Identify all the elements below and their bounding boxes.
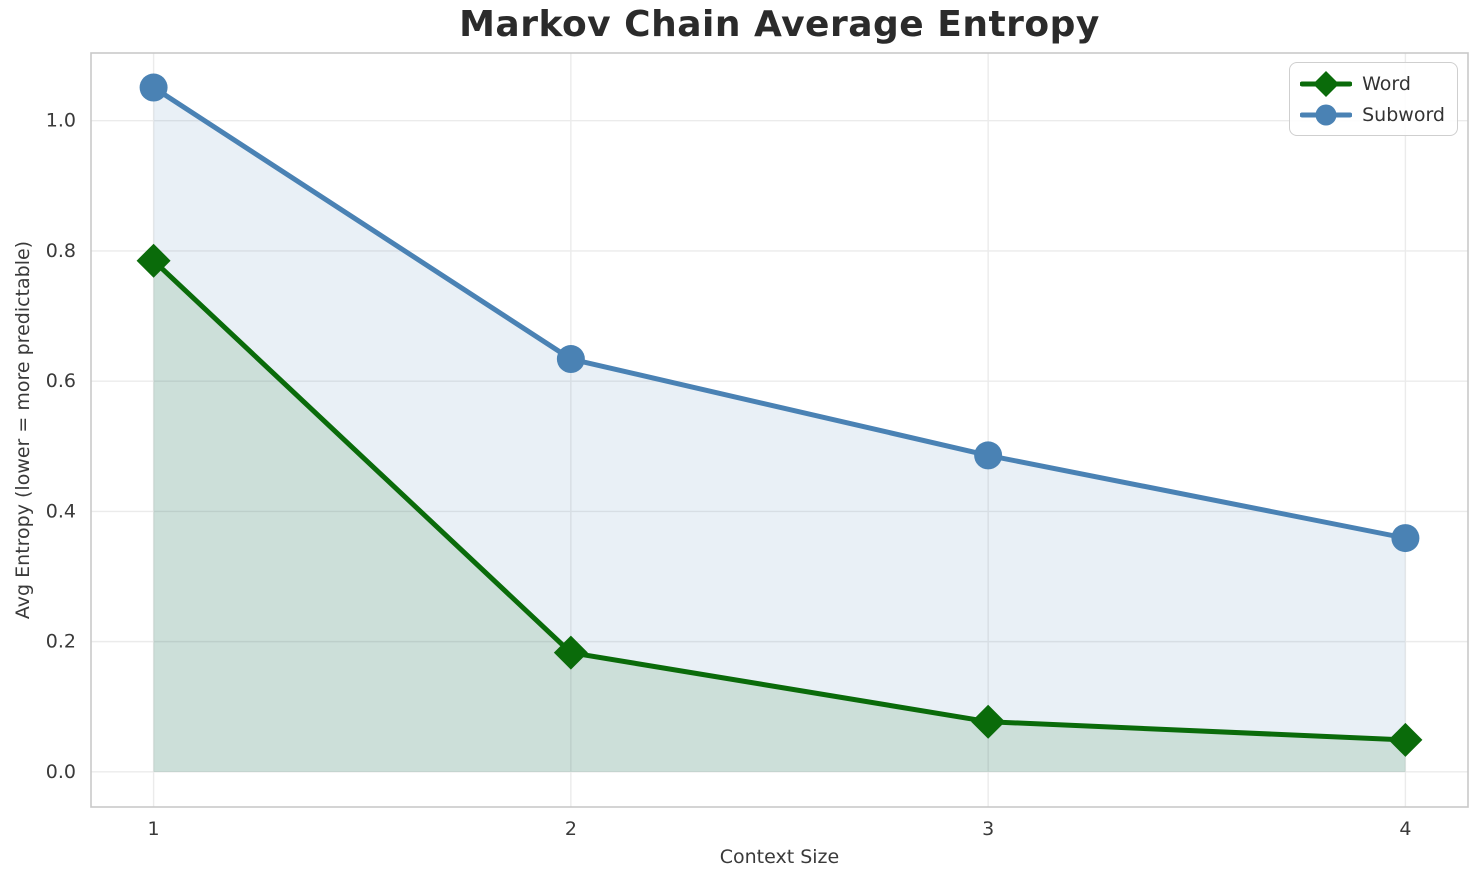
legend-item-word: Word [1300, 69, 1445, 98]
plot-border [90, 52, 1469, 808]
y-axis-label: Avg Entropy (lower = more predictable) [12, 240, 34, 620]
chart-title: Markov Chain Average Entropy [459, 4, 1100, 45]
marker-circle-subword [974, 441, 1003, 470]
line-word [151, 258, 1408, 743]
x-tick-label: 2 [565, 818, 577, 840]
y-tick-label: 1.0 [46, 110, 76, 132]
marker-circle-subword [556, 345, 585, 374]
line-subword [151, 85, 1408, 541]
legend-circle-icon [1300, 104, 1353, 125]
x-tick-label: 3 [982, 818, 994, 840]
y-tick-label: 0.6 [46, 370, 76, 392]
marker-diamond-word [553, 635, 588, 670]
marker-diamond-word [971, 704, 1006, 739]
marker-diamond-word [136, 243, 171, 278]
legend-item-subword: Subword [1300, 100, 1445, 129]
legend-marker-sample [1313, 70, 1340, 97]
x-tick-label: 4 [1399, 818, 1411, 840]
y-tick-label: 0.2 [46, 631, 76, 653]
marker-circle-subword [1391, 524, 1420, 553]
legend-marker-sample [1315, 104, 1337, 125]
marker-diamond-word [1388, 722, 1423, 757]
legend-label: Word [1362, 72, 1411, 95]
x-tick-label: 1 [148, 818, 160, 840]
y-tick-label: 0.4 [46, 500, 76, 522]
area-fill-word [153, 260, 1406, 772]
y-tick-label: 0.8 [46, 240, 76, 262]
marker-circle-subword [139, 73, 168, 102]
legend-diamond-icon [1300, 70, 1353, 97]
x-axis-label: Context Size [719, 846, 840, 868]
y-tick-label: 0.0 [46, 761, 76, 783]
legend: Word Subword [1289, 62, 1458, 136]
area-fill-subword [153, 87, 1406, 772]
legend-label: Subword [1362, 103, 1445, 126]
